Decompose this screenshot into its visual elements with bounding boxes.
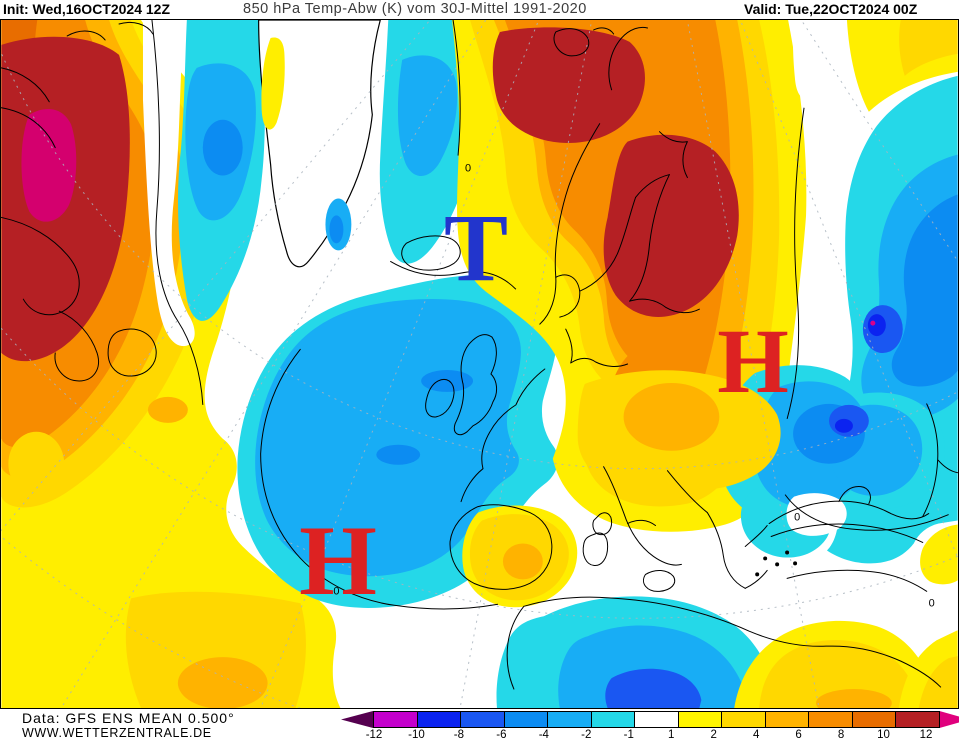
svg-text:0: 0 bbox=[929, 597, 935, 609]
colorbar-above-arrow bbox=[939, 711, 959, 728]
footer: Data: GFS ENS MEAN 0.500° WWW.WETTERZENT… bbox=[0, 709, 959, 741]
graticule bbox=[1, 20, 958, 708]
colorbar-segment bbox=[635, 712, 679, 727]
init-label: Init: Wed,16OCT2024 12Z bbox=[3, 1, 171, 17]
colorbar-segment bbox=[852, 712, 896, 727]
region-warm-top-right-corner bbox=[846, 20, 958, 112]
title-bar: Init: Wed,16OCT2024 12Z 850 hPa Temp-Abw… bbox=[0, 0, 959, 19]
svg-text:0: 0 bbox=[333, 585, 339, 597]
colorbar-tick-label: 12 bbox=[919, 729, 933, 741]
high-center-label-east: H bbox=[717, 310, 789, 412]
colorbar-ticks: -12 -10 -8 -6 -4 -2 -1 1 2 4 6 8 10 12 bbox=[366, 729, 933, 741]
region-greenland bbox=[258, 20, 381, 268]
svg-text:0: 0 bbox=[794, 512, 800, 524]
colorbar-tick-label: -1 bbox=[623, 729, 634, 741]
colorbar-tick-label: -4 bbox=[538, 729, 549, 741]
white-band-labrador bbox=[142, 20, 195, 347]
colorbar-segment bbox=[722, 712, 766, 727]
website-line: WWW.WETTERZENTRALE.DE bbox=[22, 726, 212, 740]
region-warm-central-europe bbox=[462, 370, 781, 608]
colorbar-segment bbox=[591, 712, 635, 727]
colorbar-segment bbox=[504, 712, 548, 727]
valid-label: Valid: Tue,22OCT2024 00Z bbox=[744, 1, 918, 17]
colorbar-segment bbox=[765, 712, 809, 727]
colorbar-segment bbox=[461, 712, 505, 727]
region-cold-baffin bbox=[177, 20, 269, 321]
colorbar-tick-label: 4 bbox=[752, 729, 760, 741]
field-label: 850 hPa Temp-Abw (K) vom 30J-Mittel 1991… bbox=[243, 1, 587, 17]
colorbar-segment bbox=[374, 712, 418, 727]
svg-text:0: 0 bbox=[465, 163, 471, 175]
colorbar-tick-label: 6 bbox=[795, 729, 802, 741]
colorbar-segment bbox=[417, 712, 461, 727]
colorbar-tick-label: -6 bbox=[496, 729, 507, 741]
colorbar-tick-label: 10 bbox=[877, 729, 890, 741]
colorbar-segment bbox=[548, 712, 592, 727]
high-center-label-atlantic: H bbox=[299, 505, 377, 616]
colorbar-tick-label: -12 bbox=[365, 729, 383, 741]
colorbar-tick-label: -10 bbox=[408, 729, 425, 741]
colorbar-segment bbox=[896, 712, 939, 727]
colorbar-segments bbox=[373, 711, 940, 728]
colorbar-tick-label: 2 bbox=[710, 729, 717, 741]
region-cold-north-africa bbox=[496, 596, 775, 708]
white-streak-top bbox=[792, 20, 847, 99]
low-center-label: T bbox=[443, 194, 509, 301]
colorbar-below-arrow bbox=[341, 711, 373, 728]
anomaly-map: 0 0 0 0 T H H bbox=[0, 19, 959, 709]
anomaly-map-svg: 0 0 0 0 bbox=[1, 20, 958, 708]
greenland-coastline bbox=[258, 20, 381, 268]
zero-contour-labels: 0 0 0 0 bbox=[333, 163, 934, 610]
region-atlantic-warm bbox=[8, 396, 306, 708]
region-cold-greenland-sea bbox=[379, 20, 478, 264]
data-source-line: Data: GFS ENS MEAN 0.500° bbox=[22, 710, 235, 726]
colorbar bbox=[341, 711, 959, 728]
colorbar-segment bbox=[678, 712, 722, 727]
coastlines bbox=[1, 21, 958, 690]
zero-contours bbox=[151, 20, 949, 610]
colorbar-tick-label: 8 bbox=[837, 729, 845, 741]
colorbar-tick-label: -2 bbox=[581, 729, 592, 741]
colorbar-tick-label: -8 bbox=[453, 729, 465, 741]
colorbar-segment bbox=[809, 712, 853, 727]
colorbar-tick-label: 1 bbox=[668, 729, 675, 741]
